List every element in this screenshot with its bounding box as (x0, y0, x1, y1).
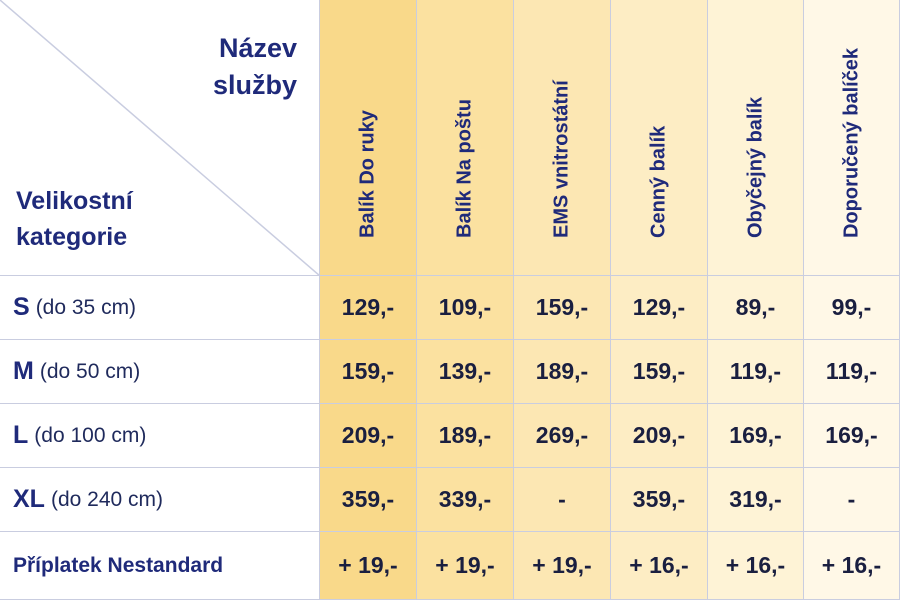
price-cell: 169,- (804, 404, 900, 468)
service-label: Obyčejný balík (744, 96, 766, 238)
corner-diagonal-line (0, 0, 319, 275)
price-value: 359,- (632, 486, 686, 512)
column-header-obycejny-balik: Obyčejný balík (708, 0, 804, 276)
price-value: 109,- (438, 294, 492, 320)
surcharge-cell: + 19,- (514, 532, 611, 600)
price-value: 119,- (825, 358, 878, 384)
size-range: (do 100 cm) (34, 423, 147, 447)
size-code: XL (13, 485, 45, 513)
price-cell: 189,- (514, 340, 611, 404)
price-value: 139,- (438, 358, 492, 384)
surcharge-cell: + 16,- (804, 532, 900, 600)
column-header-balik-na-postu: Balík Na poštu (417, 0, 514, 276)
price-cell: 129,- (320, 276, 417, 340)
column-header-balik-do-ruky: Balík Do ruky (320, 0, 417, 276)
price-cell: 119,- (804, 340, 900, 404)
price-cell: - (514, 468, 611, 532)
price-value: 189,- (438, 422, 492, 448)
price-value: 89,- (735, 294, 776, 320)
surcharge-value: + 16,- (821, 552, 882, 578)
surcharge-value: + 19,- (435, 552, 495, 578)
column-header-cenny-balik: Cenný balík (611, 0, 708, 276)
price-cell: 319,- (708, 468, 804, 532)
price-cell: 339,- (417, 468, 514, 532)
row-header-l: L (do 100 cm) (0, 404, 320, 468)
service-label: Cenný balík (647, 125, 670, 238)
price-value: 159,- (632, 358, 686, 384)
price-cell: 359,- (320, 468, 417, 532)
price-value: 159,- (341, 358, 395, 384)
service-label: Doporučený balíček (840, 47, 862, 238)
price-cell: 189,- (417, 404, 514, 468)
surcharge-label: Příplatek Nestandard (13, 553, 224, 577)
surcharge-value: + 19,- (338, 552, 398, 578)
surcharge-value: + 16,- (725, 552, 786, 578)
row-header-surcharge: Příplatek Nestandard (0, 532, 320, 600)
column-header-ems: EMS vnitrostátní (514, 0, 611, 276)
service-label: EMS vnitrostátní (550, 80, 573, 238)
surcharge-cell: + 16,- (611, 532, 708, 600)
price-cell: 159,- (611, 340, 708, 404)
surcharge-cell: + 19,- (417, 532, 514, 600)
service-label: Balík Do ruky (356, 110, 379, 238)
price-cell: 159,- (514, 276, 611, 340)
price-value: 99,- (831, 294, 872, 320)
row-header-s: S (do 35 cm) (0, 276, 320, 340)
surcharge-value: + 19,- (532, 552, 592, 578)
price-value: 339,- (438, 486, 492, 512)
price-value: 119,- (729, 358, 782, 384)
price-value: 209,- (341, 422, 395, 448)
size-range: (do 35 cm) (35, 295, 137, 319)
surcharge-cell: + 19,- (320, 532, 417, 600)
price-cell: 109,- (417, 276, 514, 340)
surcharge-cell: + 16,- (708, 532, 804, 600)
price-value: - (558, 486, 566, 512)
price-value: 169,- (729, 422, 782, 448)
price-value: 269,- (535, 422, 589, 448)
size-code: L (13, 421, 29, 449)
size-range: (do 50 cm) (39, 359, 141, 383)
price-value: 129,- (632, 294, 686, 320)
price-cell: 119,- (708, 340, 804, 404)
column-header-doporuceny-balicek: Doporučený balíček (804, 0, 900, 276)
table-corner-header: Název služby Velikostní kategorie (0, 0, 320, 276)
surcharge-value: + 16,- (629, 552, 689, 578)
price-cell: 169,- (708, 404, 804, 468)
price-value: - (847, 486, 856, 512)
price-value: 129,- (341, 294, 395, 320)
row-header-xl: XL (do 240 cm) (0, 468, 320, 532)
price-cell: 209,- (611, 404, 708, 468)
size-category-label: Velikostní kategorie (16, 187, 133, 251)
price-value: 169,- (825, 422, 878, 448)
price-cell: 139,- (417, 340, 514, 404)
price-value: 189,- (535, 358, 589, 384)
price-value: 159,- (535, 294, 589, 320)
price-cell: 359,- (611, 468, 708, 532)
price-cell: 89,- (708, 276, 804, 340)
size-range: (do 240 cm) (50, 487, 163, 511)
service-name-label: Název služby (212, 33, 297, 100)
size-code: M (13, 357, 34, 385)
row-header-m: M (do 50 cm) (0, 340, 320, 404)
price-value: 209,- (632, 422, 686, 448)
price-cell: 129,- (611, 276, 708, 340)
price-cell: 269,- (514, 404, 611, 468)
price-cell: 99,- (804, 276, 900, 340)
price-value: 319,- (729, 486, 782, 512)
service-label: Balík Na poštu (453, 99, 476, 238)
price-cell: 159,- (320, 340, 417, 404)
size-code: S (13, 293, 30, 321)
price-cell: 209,- (320, 404, 417, 468)
price-value: 359,- (341, 486, 395, 512)
price-cell: - (804, 468, 900, 532)
